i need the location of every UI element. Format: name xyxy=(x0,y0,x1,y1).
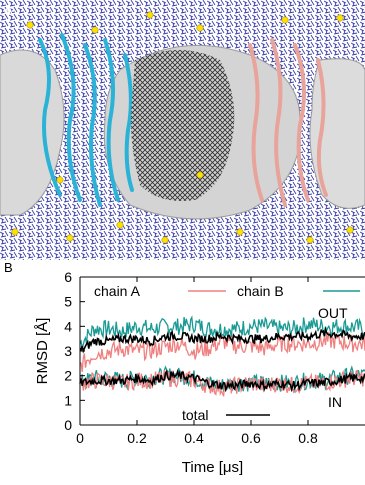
x-tick-label: 0.8 xyxy=(298,430,318,446)
molecular-rendering-image xyxy=(0,0,365,260)
y-tick-label: 4 xyxy=(64,318,72,334)
annotation-out: OUT xyxy=(318,305,348,321)
y-tick-label: 2 xyxy=(64,368,72,384)
rmsd-chart-panel: B 0 1 2 3 4 5 6 0 0.2 0.4 0.6 0.8 Time [μs] RMSD [Å] c… xyxy=(0,260,365,480)
annotation-in: IN xyxy=(328,394,342,410)
series-chain-B-out xyxy=(79,315,365,349)
ion-spheres xyxy=(11,11,354,244)
y-tick-label: 6 xyxy=(64,269,72,285)
rmsd-line-chart: 0 1 2 3 4 5 6 0 0.2 0.4 0.6 0.8 Time [μs] RMSD [Å] cha… xyxy=(34,269,365,476)
black-mesh-region xyxy=(131,50,235,201)
x-tick-label: 0.4 xyxy=(184,430,204,446)
series-total-in xyxy=(79,368,365,393)
cyan-helices xyxy=(38,33,134,207)
legend-label: chain B xyxy=(237,283,284,299)
x-tick-label: 0 xyxy=(76,430,84,446)
x-tick-label: 0.6 xyxy=(241,430,261,446)
series-chain-A-in xyxy=(79,369,365,397)
y-tick-label: 5 xyxy=(64,294,72,310)
legend-label: chain A xyxy=(94,283,141,299)
series-chain-A-out xyxy=(79,331,365,372)
y-tick-label: 3 xyxy=(64,343,72,359)
panel-b-label: B xyxy=(4,260,13,275)
molecular-structure-panel: A xyxy=(0,0,365,260)
series-total-out xyxy=(79,326,365,354)
y-tick-label: 0 xyxy=(64,417,72,433)
y-axis-label: RMSD [Å] xyxy=(34,318,51,385)
panel-a-label: A xyxy=(4,2,13,17)
y-tick-label: 1 xyxy=(64,392,72,408)
x-axis-label: Time [μs] xyxy=(182,459,243,476)
pink-helices xyxy=(248,38,328,207)
legend-label: total xyxy=(182,407,208,423)
x-tick-label: 0.2 xyxy=(127,430,147,446)
